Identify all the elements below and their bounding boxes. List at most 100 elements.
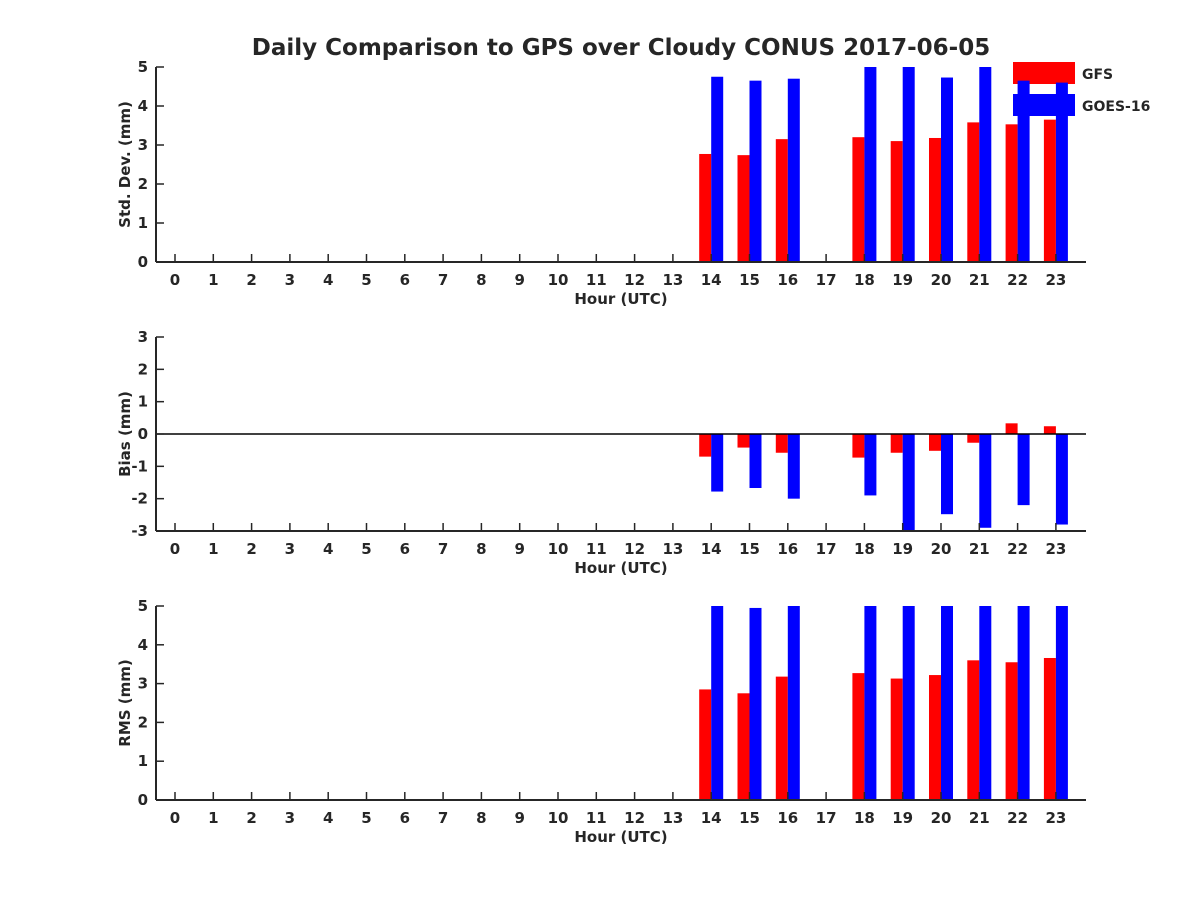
x-tick-label-stddev: 10 (548, 271, 569, 289)
bar-bias-gfs-19 (890, 434, 903, 453)
x-tick-label-rms: 7 (438, 809, 448, 827)
y-tick-label-rms: 1 (138, 752, 148, 770)
x-tick-label-rms: 10 (548, 809, 569, 827)
bar-stddev-gfs-15 (737, 155, 750, 262)
y-axis-label-bias: Bias (mm) (116, 391, 134, 477)
x-tick-label-rms: 23 (1045, 809, 1066, 827)
x-tick-label-bias: 4 (323, 540, 333, 558)
y-tick-label-stddev: 2 (138, 175, 148, 193)
bar-bias-gfs-20 (929, 434, 941, 451)
x-axis-label-stddev: Hour (UTC) (574, 290, 667, 308)
bar-rms-gfs-23 (1043, 657, 1056, 800)
bar-bias-goes16-16 (787, 434, 800, 499)
x-tick-label-bias: 5 (361, 540, 371, 558)
y-axis-label-rms: RMS (mm) (116, 659, 134, 746)
x-tick-label-bias: 17 (816, 540, 837, 558)
x-tick-label-stddev: 18 (854, 271, 875, 289)
x-tick-label-stddev: 1 (208, 271, 218, 289)
y-tick-label-bias: -1 (131, 457, 148, 475)
x-tick-label-bias: 13 (662, 540, 683, 558)
bar-stddev-gfs-21 (967, 122, 980, 262)
x-tick-label-bias: 15 (739, 540, 760, 558)
x-tick-label-rms: 21 (969, 809, 990, 827)
x-tick-label-rms: 8 (476, 809, 486, 827)
x-tick-label-bias: 19 (892, 540, 913, 558)
x-tick-label-bias: 22 (1007, 540, 1028, 558)
bar-stddev-goes16-15 (749, 80, 762, 263)
x-tick-label-stddev: 7 (438, 271, 448, 289)
x-tick-label-bias: 0 (170, 540, 180, 558)
bar-bias-goes16-15 (749, 434, 762, 488)
legend-label-goes16: GOES-16 (1082, 99, 1150, 115)
x-tick-label-bias: 12 (624, 540, 645, 558)
y-tick-label-bias: -3 (131, 522, 148, 540)
x-tick-label-bias: 23 (1045, 540, 1066, 558)
bar-rms-goes16-18 (864, 606, 877, 800)
x-tick-label-stddev: 17 (816, 271, 837, 289)
y-tick-label-stddev: 5 (138, 58, 148, 76)
bar-bias-gfs-21 (967, 434, 980, 443)
x-tick-label-stddev: 2 (246, 271, 256, 289)
bar-rms-gfs-20 (929, 675, 941, 800)
bar-rms-gfs-18 (852, 673, 865, 800)
y-tick-label-rms: 4 (138, 636, 148, 654)
x-tick-label-rms: 14 (701, 809, 722, 827)
y-axis-label-stddev: Std. Dev. (mm) (116, 101, 134, 228)
bar-bias-goes16-20 (941, 434, 953, 515)
bar-stddev-goes16-14 (711, 76, 724, 262)
bar-bias-gfs-23 (1043, 426, 1056, 434)
y-tick-label-bias: -2 (131, 490, 148, 508)
bar-stddev-goes16-21 (979, 67, 992, 262)
x-tick-label-stddev: 20 (931, 271, 952, 289)
x-tick-label-rms: 1 (208, 809, 218, 827)
x-tick-label-stddev: 0 (170, 271, 180, 289)
bar-stddev-gfs-23 (1043, 119, 1056, 263)
y-tick-label-rms: 3 (138, 675, 148, 693)
x-axis-label-bias: Hour (UTC) (574, 559, 667, 577)
bar-rms-goes16-21 (979, 606, 992, 800)
x-tick-label-rms: 4 (323, 809, 333, 827)
x-tick-label-rms: 17 (816, 809, 837, 827)
x-tick-label-rms: 18 (854, 809, 875, 827)
x-tick-label-bias: 20 (931, 540, 952, 558)
x-tick-label-rms: 16 (777, 809, 798, 827)
x-tick-label-stddev: 16 (777, 271, 798, 289)
bar-stddev-gfs-14 (699, 153, 712, 262)
bar-rms-gfs-22 (1005, 662, 1018, 800)
x-tick-label-bias: 3 (285, 540, 295, 558)
bar-stddev-goes16-23 (1055, 82, 1068, 262)
x-tick-label-stddev: 11 (586, 271, 607, 289)
x-tick-label-stddev: 23 (1045, 271, 1066, 289)
x-tick-label-rms: 12 (624, 809, 645, 827)
bar-stddev-gfs-18 (852, 137, 865, 262)
x-tick-label-rms: 20 (931, 809, 952, 827)
bar-bias-gfs-22 (1005, 423, 1018, 434)
bar-rms-goes16-15 (749, 607, 762, 800)
bar-rms-goes16-16 (787, 606, 800, 800)
chart-title: Daily Comparison to GPS over Cloudy CONU… (252, 35, 990, 61)
x-tick-label-bias: 1 (208, 540, 218, 558)
y-tick-label-stddev: 1 (138, 214, 148, 232)
x-tick-label-stddev: 12 (624, 271, 645, 289)
x-tick-label-rms: 5 (361, 809, 371, 827)
legend-label-gfs: GFS (1082, 67, 1113, 83)
y-tick-label-bias: 1 (138, 393, 148, 411)
bar-bias-goes16-18 (864, 434, 877, 496)
x-tick-label-rms: 13 (662, 809, 683, 827)
y-tick-label-stddev: 0 (138, 253, 148, 271)
x-tick-label-rms: 3 (285, 809, 295, 827)
bar-rms-gfs-14 (699, 689, 712, 800)
x-tick-label-rms: 19 (892, 809, 913, 827)
bar-rms-goes16-23 (1055, 606, 1068, 800)
bar-bias-gfs-14 (699, 434, 712, 457)
bar-stddev-gfs-20 (929, 137, 941, 262)
bar-rms-gfs-21 (967, 660, 980, 800)
bar-rms-goes16-19 (902, 606, 915, 800)
bar-bias-goes16-19 (902, 434, 915, 531)
x-tick-label-rms: 15 (739, 809, 760, 827)
x-tick-label-stddev: 4 (323, 271, 333, 289)
x-tick-label-bias: 14 (701, 540, 722, 558)
